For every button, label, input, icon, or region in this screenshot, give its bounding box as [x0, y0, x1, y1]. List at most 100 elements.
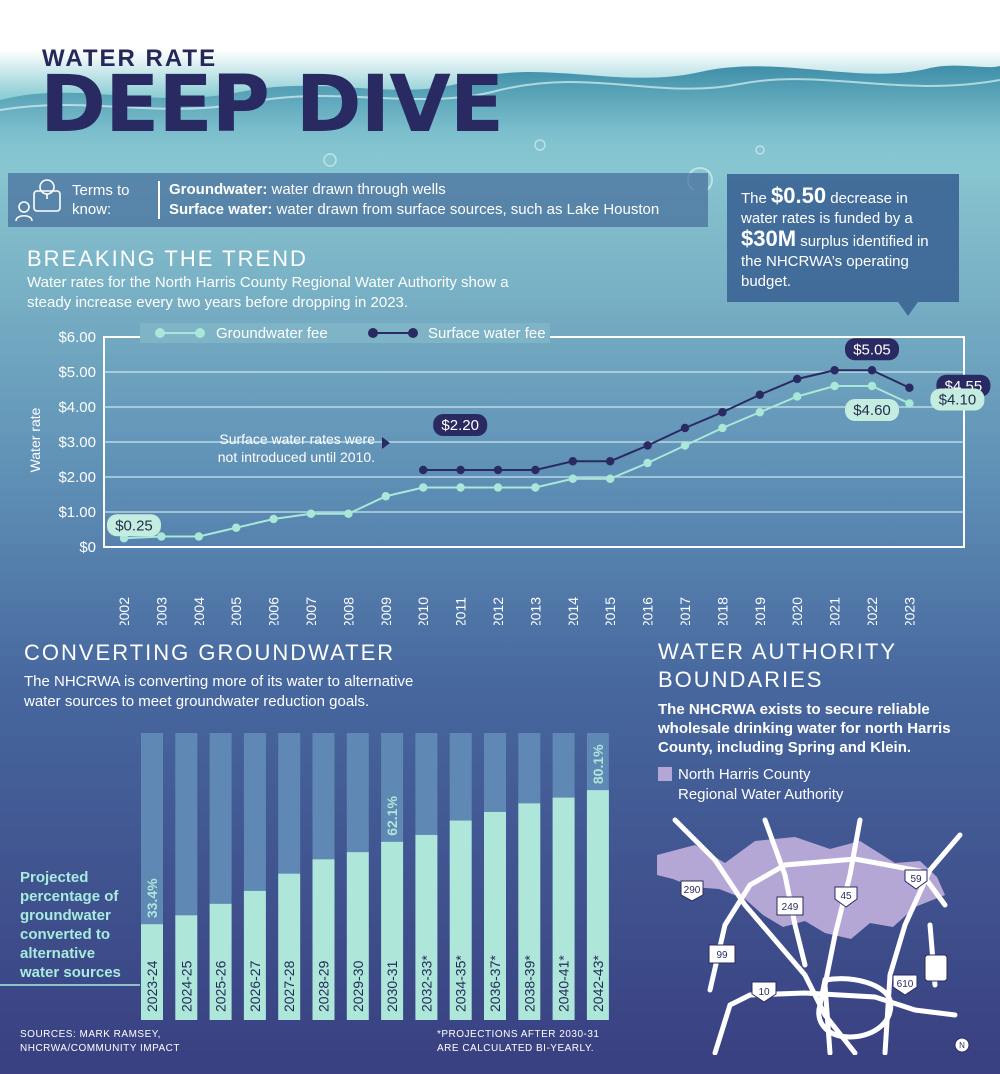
x-tick-label: 2006 — [266, 597, 282, 625]
callout-text: decrease in water rates is funded by a — [741, 190, 913, 227]
data-label: $2.20 — [441, 417, 479, 434]
bar-converted — [141, 924, 163, 1020]
interstate-shield-icon — [834, 886, 858, 908]
y-tick-label: $1.00 — [58, 504, 96, 521]
state-highway-shield-icon — [708, 944, 736, 964]
data-label-bubble — [930, 388, 985, 411]
data-point-surface-water — [867, 366, 877, 375]
legend-background — [140, 323, 550, 343]
data-label: $4.60 — [853, 402, 891, 419]
bar-converted — [484, 811, 506, 1020]
map-legend-line: North Harris County — [678, 766, 811, 783]
highway-59-label: 59 — [910, 874, 922, 885]
bar-remaining — [243, 733, 266, 891]
trend-heading: BREAKING THE TREND — [27, 246, 308, 271]
data-label-bubble — [433, 414, 488, 436]
bar-remaining — [278, 733, 301, 874]
bar-converted — [449, 820, 472, 1020]
x-tick-label: 2016 — [640, 597, 656, 625]
bar-remaining — [141, 733, 163, 925]
terms-label: Terms to know: — [72, 182, 130, 218]
highway-610-label: 610 — [897, 979, 914, 990]
x-tick-label: 2002 — [116, 597, 132, 625]
bar-converted — [209, 903, 232, 1020]
note-arrow-icon — [382, 437, 390, 449]
data-point-surface-water — [718, 408, 727, 417]
bar-converted — [552, 797, 575, 1020]
highway-shields: 290 249 45 59 99 10 610 N — [680, 869, 970, 1053]
bar-converted — [278, 873, 301, 1020]
bar-category-label: 2034-35* — [453, 955, 469, 1012]
data-point-groundwater — [531, 483, 540, 492]
chart-series — [119, 366, 914, 543]
series-line-groundwater — [123, 385, 910, 540]
surface-note-line1: Surface water rates were — [219, 431, 375, 447]
sources-line: NHCRWA/COMMUNITY IMPACT — [20, 1043, 181, 1054]
data-point-groundwater — [232, 523, 241, 532]
x-tick-label: 2021 — [827, 597, 843, 625]
data-point-surface-water — [531, 465, 540, 475]
north-arrow-icon — [954, 1037, 970, 1053]
bar-data-label: 80.1% — [590, 744, 606, 784]
term-definition: water drawn through wells — [267, 181, 446, 198]
x-tick-label: 2015 — [602, 597, 618, 625]
loop-610-road — [816, 976, 894, 1040]
term-surface-water: Surface water: water drawn from surface … — [169, 201, 659, 218]
surplus-callout: The $0.50 decrease in water rates is fun… — [727, 174, 959, 302]
x-tick-label: 2011 — [453, 597, 469, 625]
data-point-groundwater — [344, 509, 353, 518]
bar-converted — [415, 834, 438, 1020]
map-legend-line: Regional Water Authority — [678, 786, 844, 803]
x-tick-label: 2019 — [752, 597, 768, 625]
y-tick-label: $3.00 — [58, 434, 96, 451]
bar-converted — [312, 859, 335, 1020]
legend-marker-surface — [408, 328, 418, 338]
data-point-surface-water — [643, 441, 652, 450]
data-point-surface-water — [905, 383, 914, 392]
groundwater-conversion-bar-chart: 2023-24 2024-25 2025-26 2026-27 2027-28 2028-… — [0, 733, 609, 1020]
data-label: $4.10 — [939, 392, 977, 409]
y-tick-label: $2.00 — [58, 469, 96, 486]
bar-remaining — [381, 733, 404, 842]
legend-label-groundwater: Groundwater fee — [216, 325, 328, 342]
boundaries-heading: WATER AUTHORITY BOUNDARIES — [658, 638, 897, 694]
data-point-surface-water — [606, 457, 615, 466]
term-name: Groundwater: — [169, 181, 268, 198]
series-line-surface-water — [423, 369, 910, 471]
bar-category-label: 2030-31 — [384, 960, 400, 1012]
terms-divider — [158, 181, 160, 219]
x-tick-label: 2013 — [527, 597, 543, 625]
callout-pointer — [898, 302, 918, 316]
projected-label-line: groundwater — [20, 907, 111, 924]
highway-290-label: 290 — [684, 885, 701, 896]
data-point-surface-water — [680, 423, 690, 433]
bar-data-label: 33.4% — [144, 878, 160, 918]
data-point-groundwater — [755, 408, 764, 417]
callout-text: surplus identified in the NHCRWA’s opera… — [741, 233, 929, 290]
projected-percentage-label: Projected percentage of groundwater conv… — [20, 868, 130, 982]
bar-remaining — [449, 733, 472, 821]
us-highway-shield-icon — [904, 869, 928, 890]
x-tick-label: 2022 — [864, 597, 880, 625]
x-tick-label: 2010 — [415, 597, 431, 625]
projected-label-line: water sources — [20, 964, 121, 981]
data-point-groundwater — [680, 441, 690, 450]
bar-data-label: 62.1% — [384, 796, 400, 836]
highway-45-label: 45 — [840, 891, 852, 902]
data-point-surface-water — [493, 465, 503, 475]
terms-panel: Terms to know: Groundwater: water drawn … — [8, 173, 708, 227]
chart-data-labels: $0.25$2.20$5.05$4.60$4.55$4.10 — [107, 338, 991, 537]
north-label: N — [959, 1041, 965, 1050]
x-tick-label: 2005 — [228, 597, 244, 625]
highway-249-label: 249 — [782, 902, 799, 913]
tollway-shield-icon — [924, 954, 948, 982]
projected-label-line: alternative — [20, 945, 96, 962]
bar-converted — [175, 915, 198, 1020]
sources-line: SOURCES: MARK RAMSEY, — [20, 1029, 161, 1040]
bar-remaining — [346, 733, 369, 853]
data-label: $0.25 — [115, 517, 153, 534]
data-label-bubble — [845, 399, 899, 421]
highway-10-label: 10 — [758, 987, 770, 998]
bar-category-label: 2040-41* — [556, 955, 572, 1012]
x-tick-label: 2023 — [901, 597, 917, 625]
